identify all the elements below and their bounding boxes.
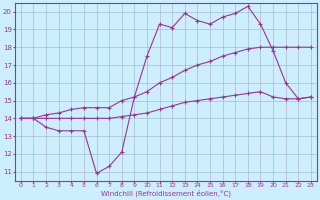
X-axis label: Windchill (Refroidissement éolien,°C): Windchill (Refroidissement éolien,°C) xyxy=(101,190,231,197)
